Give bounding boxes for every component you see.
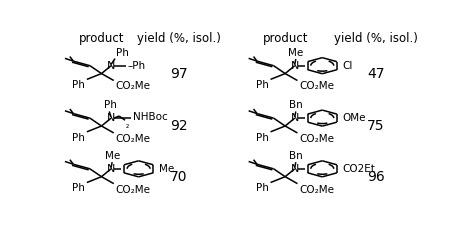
Text: N: N bbox=[291, 164, 299, 174]
Text: yield (%, isol.): yield (%, isol.) bbox=[137, 32, 220, 45]
Text: N: N bbox=[291, 113, 299, 123]
Text: Ph: Ph bbox=[256, 183, 269, 193]
Text: N: N bbox=[107, 113, 115, 123]
Text: Ph: Ph bbox=[72, 133, 85, 143]
Text: N: N bbox=[107, 164, 115, 174]
Text: 47: 47 bbox=[367, 67, 385, 81]
Text: yield (%, isol.): yield (%, isol.) bbox=[334, 32, 418, 45]
Text: CO₂Me: CO₂Me bbox=[116, 134, 151, 144]
Text: Ph: Ph bbox=[256, 80, 269, 90]
Text: Ph: Ph bbox=[72, 183, 85, 193]
Text: Cl: Cl bbox=[343, 61, 353, 71]
Text: product: product bbox=[263, 32, 308, 45]
Text: Bn: Bn bbox=[289, 151, 303, 161]
Text: 97: 97 bbox=[170, 67, 187, 81]
Text: CO₂Me: CO₂Me bbox=[299, 81, 334, 91]
Text: 75: 75 bbox=[367, 119, 385, 133]
Text: Ph: Ph bbox=[104, 100, 117, 110]
Text: Ph: Ph bbox=[72, 80, 85, 90]
Text: CO₂Me: CO₂Me bbox=[299, 134, 334, 144]
Text: Bn: Bn bbox=[289, 100, 303, 110]
Text: 92: 92 bbox=[170, 119, 187, 133]
Text: NHBoc: NHBoc bbox=[133, 112, 167, 122]
Text: CO₂Me: CO₂Me bbox=[116, 81, 151, 91]
Text: OMe: OMe bbox=[343, 113, 366, 123]
Text: Ph: Ph bbox=[116, 48, 128, 58]
Text: Me: Me bbox=[288, 48, 303, 58]
Text: product: product bbox=[79, 32, 124, 45]
Text: –Ph: –Ph bbox=[128, 61, 146, 71]
Text: 96: 96 bbox=[367, 170, 385, 184]
Text: ₂: ₂ bbox=[125, 121, 128, 130]
Text: CO2Et: CO2Et bbox=[343, 164, 376, 174]
Text: N: N bbox=[107, 61, 115, 71]
Text: N: N bbox=[291, 61, 299, 71]
Text: 70: 70 bbox=[170, 170, 187, 184]
Text: Me: Me bbox=[159, 164, 174, 174]
Text: Me: Me bbox=[105, 151, 120, 161]
Text: CO₂Me: CO₂Me bbox=[116, 185, 151, 195]
Text: Ph: Ph bbox=[256, 133, 269, 143]
Text: CO₂Me: CO₂Me bbox=[299, 185, 334, 195]
